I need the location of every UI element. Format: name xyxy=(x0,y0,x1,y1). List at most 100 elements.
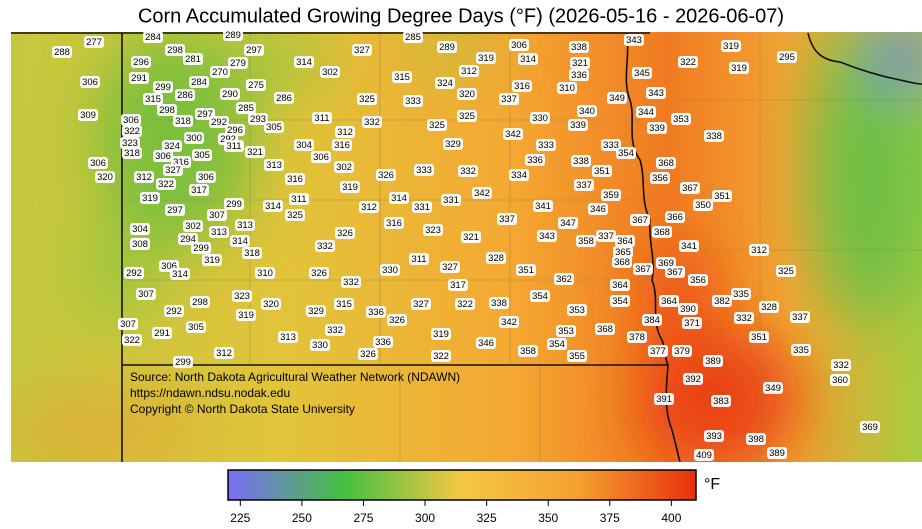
station-value: 317 xyxy=(191,185,207,196)
station-badge xyxy=(140,192,160,204)
station-badge xyxy=(577,105,597,117)
station-badge xyxy=(143,31,163,43)
station: 328 xyxy=(759,301,779,313)
station: 316 xyxy=(512,80,532,92)
station-value: 285 xyxy=(238,103,254,114)
station: 337 xyxy=(790,311,810,323)
station-value: 349 xyxy=(765,383,781,394)
station-value: 390 xyxy=(680,304,696,315)
station-badge xyxy=(431,328,451,340)
station-badge xyxy=(214,347,234,359)
station-value: 299 xyxy=(226,199,242,210)
station: 312 xyxy=(459,65,479,77)
station-value: 330 xyxy=(382,265,398,276)
station: 347 xyxy=(558,217,578,229)
station-badge xyxy=(294,56,314,68)
station-badge xyxy=(704,130,724,142)
station-badge xyxy=(202,254,222,266)
station: 368 xyxy=(595,323,615,335)
station-value: 326 xyxy=(389,315,405,326)
station-value: 337 xyxy=(792,312,808,323)
station-badge xyxy=(729,62,749,74)
station-badge xyxy=(458,165,478,177)
station-value: 340 xyxy=(579,106,595,117)
station: 326 xyxy=(387,314,407,326)
station-value: 326 xyxy=(337,228,353,239)
station-badge xyxy=(220,88,240,100)
station-badge xyxy=(613,246,633,258)
station: 365 xyxy=(613,246,633,258)
station: 367 xyxy=(630,214,650,226)
station-badge xyxy=(646,87,666,99)
station-value: 332 xyxy=(833,360,849,371)
station-value: 312 xyxy=(136,172,152,183)
station-badge xyxy=(688,274,708,286)
station-value: 324 xyxy=(164,141,180,152)
station: 311 xyxy=(312,112,332,124)
station-value: 312 xyxy=(216,348,232,359)
station: 367 xyxy=(665,266,685,278)
station: 316 xyxy=(384,217,404,229)
station: 313 xyxy=(264,159,284,171)
station-value: 368 xyxy=(654,227,670,238)
station: 292 xyxy=(209,116,229,128)
station: 279 xyxy=(228,57,248,69)
station-badge xyxy=(352,44,372,56)
station: 306 xyxy=(311,151,331,163)
station: 319 xyxy=(729,62,749,74)
station: 293 xyxy=(248,113,268,125)
station: 295 xyxy=(777,51,797,63)
station-badge xyxy=(704,430,724,442)
station-value: 319 xyxy=(142,193,158,204)
station: 338 xyxy=(489,297,509,309)
station-value: 289 xyxy=(439,42,455,53)
station: 315 xyxy=(143,93,163,105)
station-badge xyxy=(122,334,142,346)
station-value: 326 xyxy=(311,268,327,279)
station-value: 307 xyxy=(209,210,225,221)
station-badge xyxy=(693,199,713,211)
station-badge xyxy=(143,93,163,105)
station: 409 xyxy=(694,449,714,461)
station: 332 xyxy=(831,359,851,371)
station-badge xyxy=(409,253,429,265)
station-value: 312 xyxy=(361,202,377,213)
station: 364 xyxy=(615,235,635,247)
station-value: 284 xyxy=(191,77,207,88)
station-badge xyxy=(574,179,594,191)
station: 286 xyxy=(175,89,195,101)
station-value: 336 xyxy=(527,155,543,166)
station: 322 xyxy=(678,56,698,68)
station-badge xyxy=(435,77,455,89)
station-value: 292 xyxy=(211,117,227,128)
station: 321 xyxy=(461,231,481,243)
station: 312 xyxy=(749,244,769,256)
station: 325 xyxy=(427,119,447,131)
station: 354 xyxy=(547,338,567,350)
station: 342 xyxy=(503,128,523,140)
station: 325 xyxy=(457,110,477,122)
station-badge xyxy=(537,230,557,242)
station-badge xyxy=(228,57,248,69)
colorbar-tick-label: 225 xyxy=(230,511,250,525)
station: 297 xyxy=(244,44,264,56)
station-value: 306 xyxy=(198,172,214,183)
colorbar-ramp xyxy=(227,469,697,501)
station: 377 xyxy=(648,345,668,357)
station-badge xyxy=(244,44,264,56)
station-value: 324 xyxy=(437,78,453,89)
station: 332 xyxy=(315,240,335,252)
station: 354 xyxy=(610,295,630,307)
station-value: 332 xyxy=(327,325,343,336)
station: 290 xyxy=(220,88,240,100)
station-badge xyxy=(163,164,183,176)
station: 321 xyxy=(570,57,590,69)
station: 299 xyxy=(191,242,211,254)
station-value: 291 xyxy=(154,328,170,339)
station-value: 392 xyxy=(685,374,701,385)
colorbar-tick-label: 350 xyxy=(538,511,558,525)
station-badge xyxy=(665,211,685,223)
station-value: 393 xyxy=(706,431,722,442)
station-badge xyxy=(245,146,265,158)
station-value: 354 xyxy=(618,148,634,159)
